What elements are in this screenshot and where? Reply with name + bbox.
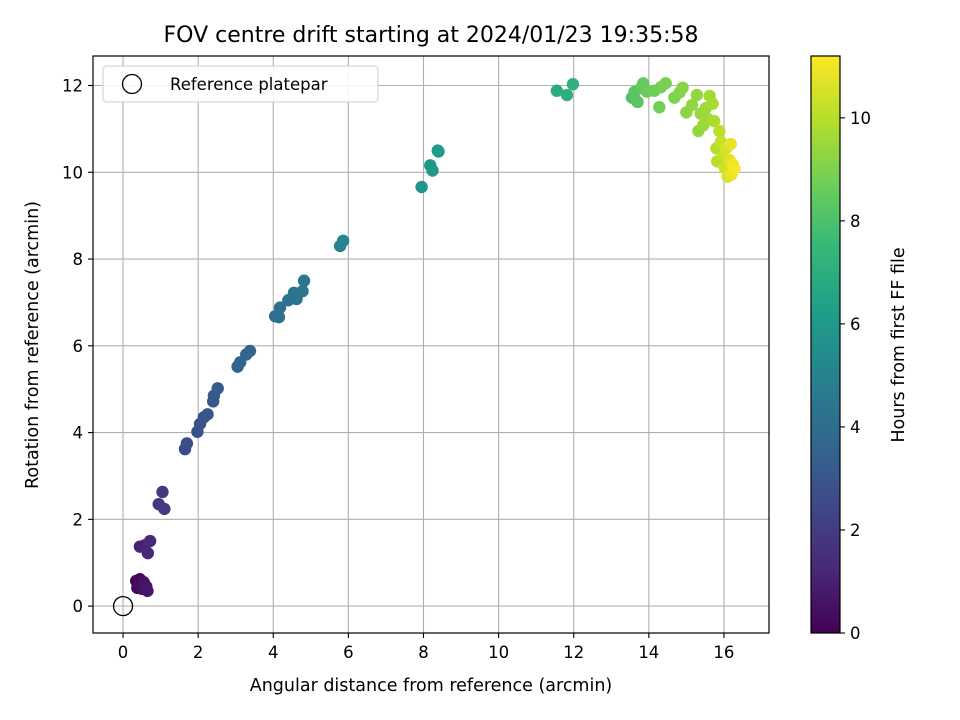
data-point: [158, 502, 171, 516]
data-point: [143, 534, 157, 548]
data-point: [272, 310, 286, 324]
plot-area: 0 2 4 6 8 10 12 14 16 0 2 4 6 8 10 12: [62, 55, 770, 662]
x-tick-label: 2: [193, 643, 204, 662]
data-point: [560, 88, 574, 102]
x-tick-label: 14: [638, 643, 659, 662]
colorbar-tick-label: 10: [850, 109, 871, 128]
data-point: [426, 164, 439, 177]
data-point: [659, 77, 672, 90]
x-tick-label: 0: [118, 643, 129, 662]
data-point: [676, 81, 689, 94]
data-point: [415, 180, 428, 194]
data-point: [201, 408, 214, 421]
x-tick-label: 12: [563, 643, 584, 662]
legend: Reference platepar: [102, 65, 379, 103]
plot-background: [93, 56, 769, 633]
legend-box: [102, 65, 379, 103]
data-point: [690, 88, 704, 102]
x-axis-ticks: 0 2 4 6 8 10 12 14 16: [118, 633, 734, 662]
data-point: [685, 98, 699, 112]
data-point: [211, 382, 224, 395]
data-point: [297, 274, 311, 287]
data-point: [180, 437, 194, 450]
data-point: [156, 485, 169, 499]
legend-marker-open-circle: [121, 73, 143, 95]
data-point: [141, 584, 154, 598]
x-axis-label: Angular distance from reference (arcmin): [250, 676, 613, 696]
reference-platepar-marker: [112, 595, 134, 617]
colorbar-tick-label: 0: [850, 624, 861, 643]
data-point: [296, 284, 309, 298]
y-tick-label: 10: [62, 163, 83, 182]
colorbar-tick-label: 8: [850, 212, 861, 231]
data-point: [336, 234, 350, 248]
data-point: [631, 95, 644, 109]
x-tick-label: 6: [343, 643, 354, 662]
scatter-series: [129, 77, 741, 598]
data-point: [432, 145, 445, 158]
x-tick-label: 8: [418, 643, 429, 662]
data-point: [707, 114, 721, 128]
grid-lines: [93, 56, 769, 633]
data-point: [243, 344, 257, 358]
y-tick-label: 6: [73, 337, 84, 356]
data-point: [566, 77, 580, 91]
y-tick-label: 2: [73, 510, 84, 529]
data-point: [653, 100, 666, 114]
colorbar-frame: [810, 55, 841, 634]
y-axis-ticks: 0 2 4 6 8 10 12: [62, 77, 93, 616]
x-tick-label: 16: [713, 643, 734, 662]
y-axis-label: Rotation from reference (arcmin): [23, 201, 43, 489]
data-point: [550, 84, 564, 97]
colorbar-tick-label: 2: [850, 521, 861, 540]
data-point: [728, 162, 741, 175]
colorbar: 0 2 4 6 8 10 Hours from first FF file: [810, 55, 909, 643]
data-point: [724, 137, 737, 151]
colorbar-ticks: 0 2 4 6 8 10: [840, 109, 871, 643]
x-tick-label: 10: [488, 643, 509, 662]
data-point: [706, 97, 719, 110]
data-point: [273, 301, 287, 314]
colorbar-tick-label: 4: [850, 418, 861, 437]
y-tick-label: 8: [73, 250, 84, 269]
data-point: [141, 546, 155, 560]
plot-frame: [92, 55, 770, 634]
y-tick-label: 0: [73, 597, 84, 616]
chart-title: FOV centre drift starting at 2024/01/23 …: [164, 23, 699, 48]
colorbar-tick-label: 6: [850, 315, 861, 334]
colorbar-label: Hours from first FF file: [889, 247, 909, 442]
y-tick-label: 12: [62, 77, 83, 96]
colorbar-gradient: [811, 56, 840, 633]
x-tick-label: 4: [268, 643, 279, 662]
y-tick-label: 4: [73, 424, 84, 443]
reference-marker-group: [112, 595, 134, 617]
legend-entry-reference-platepar: Reference platepar: [170, 75, 328, 94]
data-point: [713, 124, 726, 138]
